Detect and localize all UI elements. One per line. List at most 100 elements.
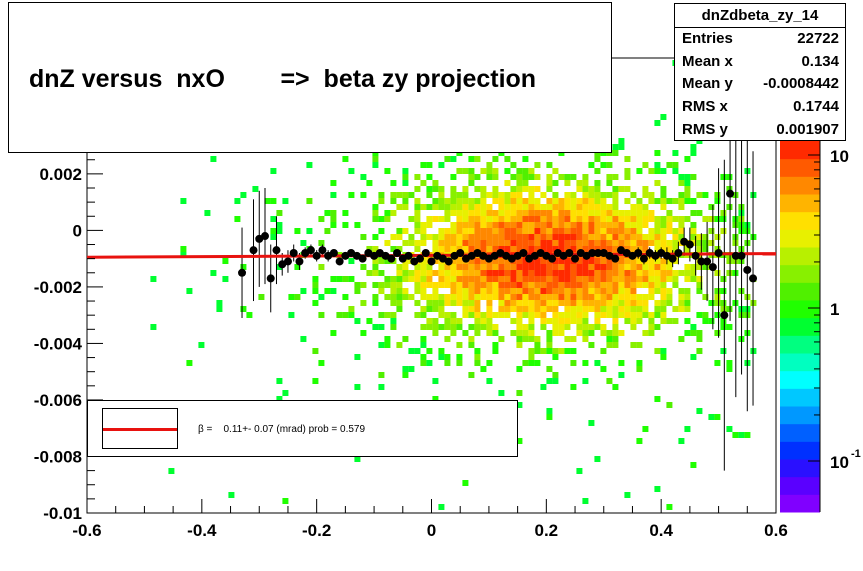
heatmap-bin bbox=[576, 258, 583, 264]
colorbar-segment bbox=[780, 370, 820, 389]
heatmap-bin bbox=[486, 294, 493, 300]
heatmap-bin bbox=[516, 264, 523, 270]
heatmap-bin bbox=[534, 234, 541, 240]
heatmap-bin bbox=[660, 276, 667, 282]
heatmap-bin bbox=[474, 240, 481, 246]
heatmap-bin bbox=[660, 114, 667, 120]
heatmap-bin bbox=[498, 288, 505, 294]
heatmap-bin bbox=[552, 324, 559, 330]
heatmap-bin bbox=[552, 246, 559, 252]
heatmap-bin bbox=[564, 294, 571, 300]
heatmap-bin bbox=[594, 210, 601, 216]
heatmap-bin bbox=[486, 282, 493, 288]
heatmap-bin bbox=[432, 294, 439, 300]
heatmap-bin bbox=[678, 438, 685, 444]
heatmap-bin bbox=[522, 240, 529, 246]
heatmap-bin bbox=[450, 318, 457, 324]
heatmap-bin bbox=[510, 306, 517, 312]
heatmap-bin bbox=[468, 324, 475, 330]
heatmap-bin bbox=[576, 468, 583, 474]
heatmap-bin bbox=[654, 282, 661, 288]
heatmap-bin bbox=[570, 246, 577, 252]
heatmap-bin bbox=[630, 270, 637, 276]
heatmap-bin bbox=[438, 312, 445, 318]
heatmap-bin bbox=[480, 270, 487, 276]
heatmap-bin bbox=[324, 288, 331, 294]
heatmap-bin bbox=[450, 210, 457, 216]
heatmap-bin bbox=[684, 186, 691, 192]
colorbar-segment bbox=[780, 476, 820, 495]
heatmap-bin bbox=[726, 204, 733, 210]
heatmap-bin bbox=[654, 258, 661, 264]
heatmap-bin bbox=[642, 306, 649, 312]
heatmap-bin bbox=[678, 288, 685, 294]
chart-title: dnZ versus nxO => beta zy projection bbox=[29, 65, 537, 93]
heatmap-bin bbox=[504, 180, 511, 186]
heatmap-bin bbox=[570, 264, 577, 270]
heatmap-bin bbox=[414, 228, 421, 234]
heatmap-bin bbox=[522, 246, 529, 252]
heatmap-bin bbox=[654, 150, 661, 156]
heatmap-bin bbox=[384, 312, 391, 318]
heatmap-bin bbox=[684, 306, 691, 312]
heatmap-bin bbox=[624, 318, 631, 324]
heatmap-bin bbox=[240, 264, 247, 270]
heatmap-bin bbox=[456, 150, 463, 156]
heatmap-bin bbox=[720, 210, 727, 216]
heatmap-bin bbox=[522, 222, 529, 228]
heatmap-bin bbox=[720, 318, 727, 324]
heatmap-bin bbox=[474, 216, 481, 222]
heatmap-bin bbox=[528, 264, 535, 270]
heatmap-bin bbox=[522, 180, 529, 186]
heatmap-bin bbox=[624, 174, 631, 180]
heatmap-bin bbox=[426, 306, 433, 312]
heatmap-bin bbox=[696, 264, 703, 270]
heatmap-bin bbox=[528, 210, 535, 216]
heatmap-bin bbox=[636, 168, 643, 174]
heatmap-bin bbox=[660, 204, 667, 210]
heatmap-bin bbox=[420, 354, 427, 360]
heatmap-bin bbox=[582, 198, 589, 204]
heatmap-bin bbox=[438, 198, 445, 204]
profile-point bbox=[588, 249, 597, 257]
heatmap-bin bbox=[438, 354, 445, 360]
heatmap-bin bbox=[420, 336, 427, 342]
heatmap-bin bbox=[576, 216, 583, 222]
heatmap-bin bbox=[420, 258, 427, 264]
y-tick-label: 0 bbox=[73, 221, 82, 240]
heatmap-bin bbox=[666, 276, 673, 282]
heatmap-bin bbox=[540, 216, 547, 222]
heatmap-bin bbox=[522, 300, 529, 306]
heatmap-bin bbox=[612, 264, 619, 270]
heatmap-bin bbox=[660, 168, 667, 174]
heatmap-bin bbox=[696, 210, 703, 216]
heatmap-bin bbox=[462, 240, 469, 246]
heatmap-bin bbox=[684, 246, 691, 252]
heatmap-bin bbox=[570, 384, 577, 390]
heatmap-bin bbox=[642, 216, 649, 222]
heatmap-bin bbox=[486, 192, 493, 198]
heatmap-bin bbox=[204, 210, 211, 216]
heatmap-bin bbox=[546, 162, 553, 168]
heatmap-bin bbox=[744, 432, 751, 438]
heatmap-bin bbox=[378, 258, 385, 264]
heatmap-bin bbox=[672, 306, 679, 312]
heatmap-bin bbox=[636, 360, 643, 366]
heatmap-bin bbox=[606, 222, 613, 228]
heatmap-bin bbox=[366, 270, 373, 276]
heatmap-bin bbox=[480, 192, 487, 198]
heatmap-bin bbox=[672, 240, 679, 246]
heatmap-bin bbox=[642, 282, 649, 288]
heatmap-bin bbox=[438, 282, 445, 288]
heatmap-bin bbox=[432, 300, 439, 306]
heatmap-bin bbox=[606, 162, 613, 168]
heatmap-bin bbox=[450, 192, 457, 198]
heatmap-bin bbox=[642, 192, 649, 198]
heatmap-bin bbox=[528, 324, 535, 330]
heatmap-bin bbox=[672, 228, 679, 234]
heatmap-bin bbox=[498, 240, 505, 246]
heatmap-bin bbox=[558, 330, 565, 336]
heatmap-bin bbox=[660, 222, 667, 228]
heatmap-bin bbox=[486, 300, 493, 306]
heatmap-bin bbox=[582, 276, 589, 282]
